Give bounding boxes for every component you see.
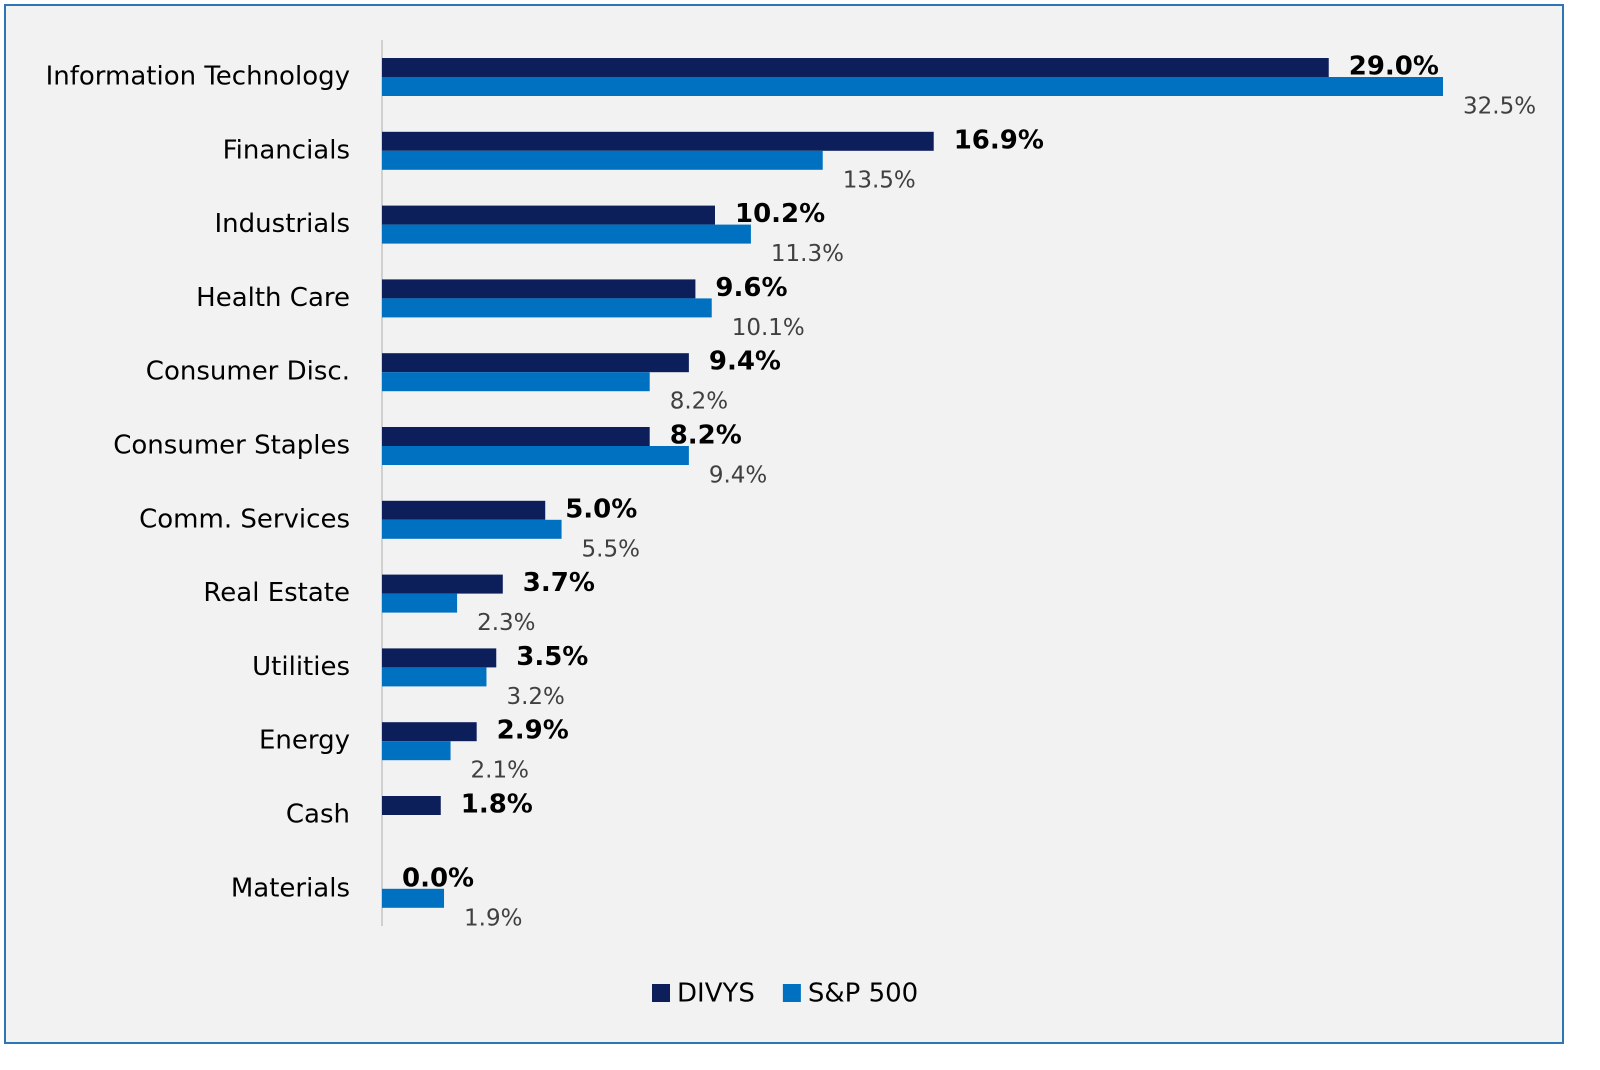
legend-label: DIVYS bbox=[677, 979, 755, 1009]
data-label: 9.4% bbox=[709, 347, 781, 377]
bar bbox=[382, 131, 934, 151]
data-label: 3.7% bbox=[523, 568, 595, 598]
category-label: Consumer Disc. bbox=[146, 357, 350, 387]
category-label: Real Estate bbox=[203, 578, 350, 608]
bar bbox=[382, 353, 689, 373]
bar bbox=[382, 519, 562, 539]
data-label: 2.9% bbox=[497, 716, 569, 746]
data-label: 1.9% bbox=[464, 905, 522, 931]
data-label: 0.0% bbox=[402, 863, 474, 893]
data-label: 1.8% bbox=[461, 790, 533, 820]
bar bbox=[382, 279, 696, 299]
data-label: 8.2% bbox=[670, 389, 728, 415]
data-label: 10.1% bbox=[732, 315, 805, 341]
data-label: 9.6% bbox=[715, 273, 787, 303]
data-label: 5.5% bbox=[582, 536, 640, 562]
legend-swatch bbox=[652, 984, 670, 1002]
bar bbox=[382, 741, 451, 761]
bar bbox=[382, 500, 546, 520]
bar bbox=[382, 446, 689, 465]
legend-swatch bbox=[782, 984, 801, 1002]
data-label: 8.2% bbox=[670, 421, 742, 451]
chart-frame bbox=[4, 4, 1564, 1044]
bar bbox=[382, 574, 503, 594]
data-label: 29.0% bbox=[1349, 52, 1439, 82]
category-label: Industrials bbox=[215, 209, 350, 239]
data-label: 2.3% bbox=[477, 610, 535, 636]
data-label: 32.5% bbox=[1463, 94, 1536, 120]
category-label: Energy bbox=[259, 726, 350, 756]
bar bbox=[382, 298, 712, 318]
category-label: Financials bbox=[223, 135, 350, 165]
data-label: 2.1% bbox=[471, 758, 529, 784]
bar bbox=[382, 593, 458, 613]
bar bbox=[382, 888, 445, 908]
bar bbox=[382, 205, 715, 225]
category-label: Comm. Services bbox=[139, 504, 350, 534]
category-label: Health Care bbox=[196, 283, 350, 313]
data-label: 11.3% bbox=[771, 241, 844, 267]
bar bbox=[382, 58, 1329, 77]
category-label: Materials bbox=[231, 873, 350, 903]
bar bbox=[382, 648, 497, 668]
data-label: 13.5% bbox=[843, 167, 916, 193]
data-label: 9.4% bbox=[709, 463, 767, 489]
bar bbox=[382, 722, 477, 742]
data-label: 3.2% bbox=[506, 684, 564, 710]
category-label: Consumer Staples bbox=[113, 431, 350, 461]
category-label: Cash bbox=[286, 800, 350, 830]
data-label: 10.2% bbox=[735, 199, 825, 229]
data-label: 5.0% bbox=[565, 494, 637, 524]
data-label: 16.9% bbox=[954, 125, 1044, 155]
category-label: Information Technology bbox=[46, 62, 350, 92]
bar bbox=[382, 77, 1443, 96]
category-label: Utilities bbox=[252, 652, 350, 682]
data-label: 3.5% bbox=[516, 642, 588, 672]
bar bbox=[382, 667, 487, 687]
legend-label: S&P 500 bbox=[808, 979, 918, 1009]
bar bbox=[382, 372, 650, 392]
bar bbox=[382, 224, 751, 244]
bar bbox=[382, 796, 441, 815]
bar bbox=[382, 150, 823, 170]
bar bbox=[382, 427, 650, 446]
